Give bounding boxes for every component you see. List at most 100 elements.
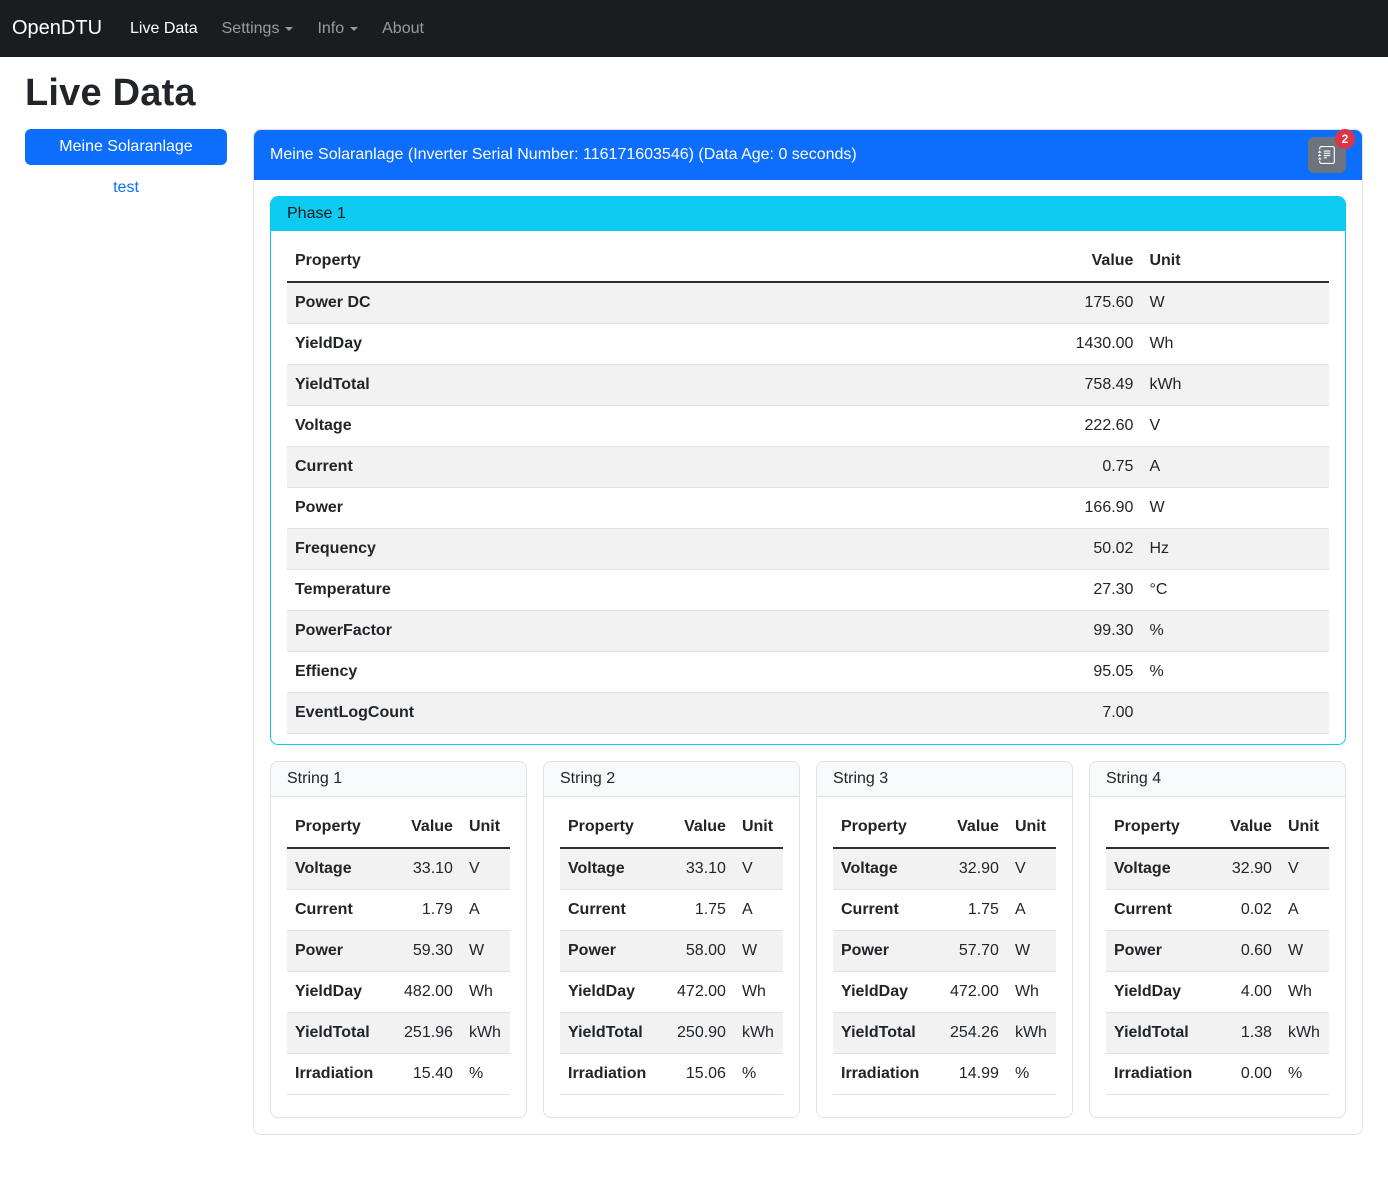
table-row: Current 1.75 A [560,890,783,931]
eventlog-count-badge: 2 [1335,129,1355,149]
property-cell: EventLogCount [287,693,1016,734]
property-cell: Current [1106,890,1206,931]
table-header-row: Property Value Unit [287,247,1329,282]
column-header-unit: Unit [1280,813,1329,848]
value-cell: 251.96 [387,1013,461,1054]
value-cell: 1.79 [387,890,461,931]
value-cell: 758.49 [1016,365,1141,406]
unit-cell: A [1141,447,1329,488]
unit-cell: °C [1141,570,1329,611]
string-card-body: Property Value Unit [1090,797,1345,1117]
caret-down-icon [285,27,293,31]
unit-cell: % [461,1054,510,1095]
value-cell: 57.70 [933,931,1007,972]
unit-cell: % [1141,611,1329,652]
value-cell: 222.60 [1016,406,1141,447]
unit-cell: V [734,848,783,890]
unit-cell: W [1141,488,1329,529]
value-cell: 27.30 [1016,570,1141,611]
property-cell: Voltage [287,406,1016,447]
column-header-unit: Unit [1141,247,1329,282]
value-cell: 33.10 [660,848,734,890]
value-cell: 15.40 [387,1054,461,1095]
value-cell: 175.60 [1016,282,1141,324]
table-row: YieldDay 4.00 Wh [1106,972,1329,1013]
brand-opendtu[interactable]: OpenDTU [12,13,102,44]
nav-item-settings-label: Settings [222,20,280,37]
value-cell: 15.06 [660,1054,734,1095]
value-cell: 50.02 [1016,529,1141,570]
unit-cell: kWh [1007,1013,1056,1054]
table-row: Temperature 27.30 °C [287,570,1329,611]
value-cell: 0.02 [1206,890,1280,931]
property-cell: YieldTotal [1106,1013,1206,1054]
table-row: Voltage 32.90 V [833,848,1056,890]
string-table-body: Voltage 32.90 V Current [1106,848,1329,1095]
unit-cell: Wh [461,972,510,1013]
property-cell: Irradiation [560,1054,660,1095]
property-cell: Frequency [287,529,1016,570]
property-cell: YieldTotal [287,1013,387,1054]
inverter-panel: Meine Solaranlage (Inverter Serial Numbe… [253,129,1363,1135]
table-row: Irradiation 14.99 % [833,1054,1056,1095]
nav-item-about[interactable]: About [374,12,432,46]
table-header-row: Property Value Unit [833,813,1056,848]
table-row: Power 0.60 W [1106,931,1329,972]
unit-cell: W [1007,931,1056,972]
unit-cell: V [461,848,510,890]
column-header-value: Value [933,813,1007,848]
property-cell: Current [833,890,933,931]
column-header-property: Property [287,247,1016,282]
unit-cell: Wh [1007,972,1056,1013]
string-table-body: Voltage 32.90 V Current [833,848,1056,1095]
inverter-panel-title: Meine Solaranlage (Inverter Serial Numbe… [270,146,857,164]
unit-cell: kWh [1280,1013,1329,1054]
unit-cell: % [1280,1054,1329,1095]
value-cell: 32.90 [1206,848,1280,890]
nav-item-live-data[interactable]: Live Data [122,12,206,46]
value-cell: 95.05 [1016,652,1141,693]
table-row: Effiency 95.05 % [287,652,1329,693]
eventlog-button-wrap: 2 [1308,137,1346,173]
table-row: Current 1.79 A [287,890,510,931]
table-row: YieldTotal 254.26 kWh [833,1013,1056,1054]
string-card: String 1 Property Value Unit [270,761,527,1118]
unit-cell: W [461,931,510,972]
value-cell: 0.60 [1206,931,1280,972]
unit-cell: V [1280,848,1329,890]
string-card: String 3 Property Value Unit [816,761,1073,1118]
sidebar-item-test[interactable]: test [25,165,227,205]
property-cell: Current [287,447,1016,488]
value-cell: 482.00 [387,972,461,1013]
property-cell: YieldDay [560,972,660,1013]
phase-table-head: Property Value Unit [287,247,1329,282]
value-cell: 254.26 [933,1013,1007,1054]
table-row: Power 58.00 W [560,931,783,972]
nav-item-settings[interactable]: Settings [214,12,302,46]
caret-down-icon [350,27,358,31]
table-header-row: Property Value Unit [1106,813,1329,848]
phase-card-body: Property Value Unit Power DC [271,231,1345,744]
property-cell: YieldDay [1106,972,1206,1013]
column-header-property: Property [833,813,933,848]
value-cell: 1.38 [1206,1013,1280,1054]
navbar: OpenDTU Live Data Settings Info About [0,0,1388,57]
unit-cell: Wh [1280,972,1329,1013]
string-card-body: Property Value Unit [544,797,799,1117]
value-cell: 1430.00 [1016,324,1141,365]
phase-card: Phase 1 Property Value Unit [270,196,1346,745]
nav-items: Live Data Settings Info About [118,12,436,46]
unit-cell: Wh [734,972,783,1013]
column-header-property: Property [287,813,387,848]
column-header-unit: Unit [461,813,510,848]
unit-cell: A [734,890,783,931]
sidebar-item-meine-solaranlage[interactable]: Meine Solaranlage [25,129,227,165]
table-header-row: Property Value Unit [287,813,510,848]
nav-item-info[interactable]: Info [309,12,366,46]
table-row: Power 166.90 W [287,488,1329,529]
inverter-sidebar: Meine Solaranlage test [25,129,227,205]
table-row: YieldTotal 1.38 kWh [1106,1013,1329,1054]
property-cell: Power [1106,931,1206,972]
journal-text-icon [1318,146,1336,164]
table-row: PowerFactor 99.30 % [287,611,1329,652]
